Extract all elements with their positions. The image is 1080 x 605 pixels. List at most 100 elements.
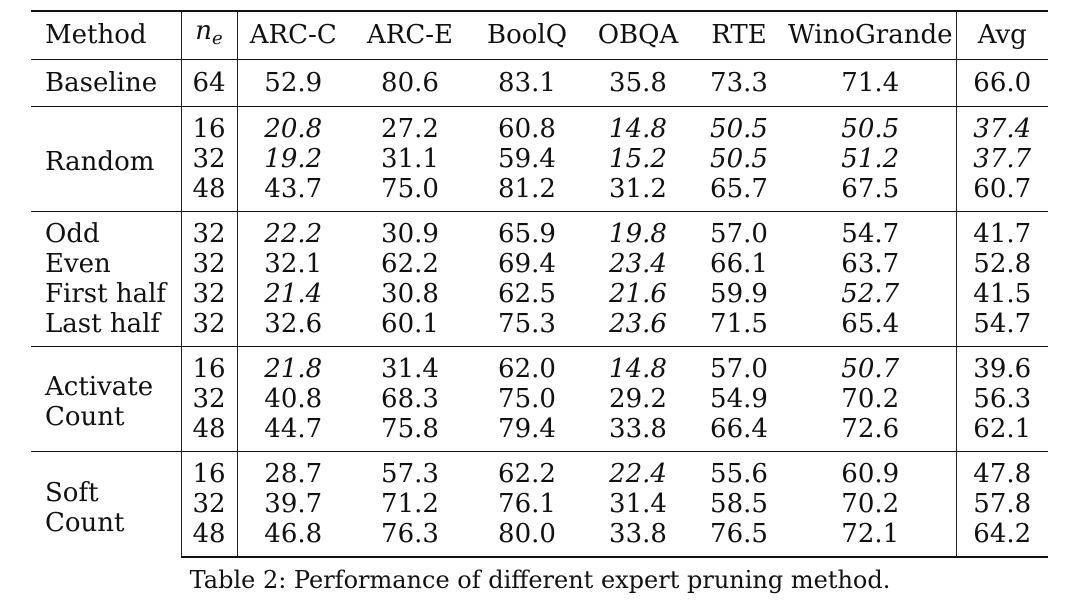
method-cell: Last half bbox=[31, 308, 182, 346]
score-cell: 43.7 bbox=[264, 173, 323, 204]
ne-cell: 16 bbox=[181, 450, 238, 489]
method-cell: Even bbox=[31, 248, 182, 279]
results-table: Method ne ARC-C ARC-E BoolQ OBQA RTE Win… bbox=[31, 10, 1048, 558]
score-cell: 40.8 bbox=[264, 383, 323, 414]
score-cell: 71.4 bbox=[785, 58, 957, 106]
score-cell: 31.4 bbox=[349, 345, 471, 384]
ne-cell: 16 bbox=[181, 345, 238, 384]
table-row: Random 16 20.8 27.2 60.8 14.8 50.5 50.5 37.4 bbox=[31, 105, 1048, 211]
score-cell: 65.4 bbox=[785, 308, 957, 346]
avg-cell: 56.3 bbox=[973, 383, 1032, 414]
header-avg: Avg bbox=[977, 20, 1027, 51]
method-label-line: Count bbox=[45, 507, 125, 538]
table-caption: Table 2: Performance of different expert… bbox=[189, 566, 891, 594]
table-row: Odd 32 22.2 30.9 65.9 19.8 57.0 54.7 41.7 bbox=[31, 210, 1048, 249]
header-row: Method ne ARC-C ARC-E BoolQ OBQA RTE Win… bbox=[31, 11, 1048, 59]
table-row: Baseline 64 52.9 80.6 83.1 35.8 73.3 71.4 66.0 bbox=[31, 58, 1048, 106]
table-row: Soft Count 16 28.7 57.3 62.2 22.4 55.6 60.9 47.8 bbox=[31, 450, 1048, 557]
table-row: 32 40.8 68.3 75.0 29.2 54.9 70.2 56.3 bbox=[31, 383, 1048, 414]
ne-cell: 32 bbox=[181, 308, 238, 346]
method-label-line: Activate bbox=[45, 372, 154, 402]
score-cell: 54.7 bbox=[785, 210, 957, 249]
score-cell: 50.5 bbox=[785, 105, 957, 144]
score-cell: 65.9 bbox=[471, 210, 583, 249]
table-row: 48 46.8 76.3 80.0 33.8 76.5 72.1 64.2 bbox=[31, 518, 1048, 558]
score-cell: 76.3 bbox=[349, 518, 471, 558]
score-cell: 14.8 bbox=[583, 345, 693, 384]
method-label-line: Count bbox=[45, 402, 125, 432]
score-cell: 66.1 bbox=[710, 248, 768, 279]
score-cell: 52.7 bbox=[785, 278, 957, 309]
table-row: Even 32 32.1 62.2 69.4 23.4 66.1 63.7 52.8 bbox=[31, 248, 1048, 279]
score-cell: 57.3 bbox=[349, 450, 471, 489]
header-method: Method bbox=[31, 11, 182, 59]
table-row: 32 19.2 31.1 59.4 15.2 50.5 51.2 37.7 bbox=[31, 143, 1048, 174]
score-cell: 66.4 bbox=[710, 413, 768, 444]
avg-cell: 41.5 bbox=[973, 278, 1032, 309]
method-cell: Odd bbox=[31, 210, 182, 249]
score-cell: 29.2 bbox=[609, 383, 667, 414]
method-cell: Random bbox=[31, 105, 182, 211]
score-cell: 22.4 bbox=[583, 450, 693, 489]
score-cell: 32.1 bbox=[264, 248, 323, 279]
method-cell: Baseline bbox=[31, 58, 182, 106]
table-body: Baseline 64 52.9 80.6 83.1 35.8 73.3 71.4 66.0 Ra… bbox=[31, 58, 1048, 558]
score-cell: 51.2 bbox=[785, 143, 957, 174]
avg-cell: 66.0 bbox=[956, 58, 1048, 106]
avg-cell: 52.8 bbox=[973, 248, 1032, 279]
score-cell: 63.7 bbox=[785, 248, 957, 279]
score-cell: 21.8 bbox=[237, 345, 349, 384]
score-cell: 50.7 bbox=[785, 345, 957, 384]
score-cell: 75.0 bbox=[381, 173, 439, 204]
avg-cell: 37.7 bbox=[973, 143, 1032, 174]
method-label-line: Random bbox=[45, 147, 155, 177]
score-cell: 21.4 bbox=[264, 278, 323, 309]
score-cell: 22.2 bbox=[237, 210, 349, 249]
score-cell: 72.1 bbox=[785, 518, 957, 558]
table-row: 32 39.7 71.2 76.1 31.4 58.5 70.2 57.8 bbox=[31, 488, 1048, 519]
ne-cell: 32 bbox=[181, 278, 238, 309]
score-cell: 57.0 bbox=[693, 345, 785, 384]
ne-cell: 16 bbox=[181, 105, 238, 144]
score-cell: 76.5 bbox=[693, 518, 785, 558]
avg-cell: 64.2 bbox=[956, 518, 1048, 558]
score-cell: 69.4 bbox=[498, 248, 556, 279]
score-cell: 33.8 bbox=[583, 518, 693, 558]
score-cell: 57.0 bbox=[693, 210, 785, 249]
header-winogrande: WinoGrande bbox=[785, 11, 957, 59]
score-cell: 65.7 bbox=[710, 173, 768, 204]
score-cell: 62.0 bbox=[471, 345, 583, 384]
avg-cell: 57.8 bbox=[973, 488, 1032, 519]
score-cell: 14.8 bbox=[583, 105, 693, 144]
score-cell: 71.5 bbox=[710, 308, 768, 339]
score-cell: 19.2 bbox=[264, 143, 323, 174]
table-row: 48 43.7 75.0 81.2 31.2 65.7 67.5 60.7 bbox=[31, 173, 1048, 211]
score-cell: 50.5 bbox=[693, 105, 785, 144]
results-table-figure: Method ne ARC-C ARC-E BoolQ OBQA RTE Win… bbox=[31, 10, 1048, 558]
score-cell: 71.2 bbox=[381, 488, 439, 519]
avg-cell: 54.7 bbox=[973, 308, 1032, 339]
score-cell: 30.9 bbox=[349, 210, 471, 249]
method-label-line: Soft bbox=[45, 477, 99, 508]
ne-cell: 32 bbox=[181, 383, 238, 414]
score-cell: 83.1 bbox=[471, 58, 583, 106]
method-cell: Activate Count bbox=[31, 345, 182, 451]
score-cell: 62.2 bbox=[381, 248, 439, 279]
method-cell: First half bbox=[31, 278, 182, 309]
score-cell: 39.7 bbox=[264, 488, 323, 519]
ne-cell: 64 bbox=[181, 58, 238, 106]
table-row: Last half 32 32.6 60.1 75.3 23.6 71.5 65.4 54.7 bbox=[31, 308, 1048, 346]
score-cell: 23.6 bbox=[609, 308, 667, 339]
score-cell: 55.6 bbox=[693, 450, 785, 489]
avg-cell: 39.6 bbox=[956, 345, 1048, 384]
score-cell: 32.6 bbox=[264, 308, 323, 339]
score-cell: 75.0 bbox=[498, 383, 556, 414]
score-cell: 73.3 bbox=[693, 58, 785, 106]
score-cell: 81.2 bbox=[498, 173, 556, 204]
score-cell: 70.2 bbox=[785, 488, 957, 519]
score-cell: 31.2 bbox=[609, 173, 667, 204]
method-label-line: Baseline bbox=[45, 67, 158, 98]
score-cell: 80.0 bbox=[471, 518, 583, 558]
ne-cell: 48 bbox=[181, 518, 238, 558]
score-cell: 52.9 bbox=[237, 58, 349, 106]
